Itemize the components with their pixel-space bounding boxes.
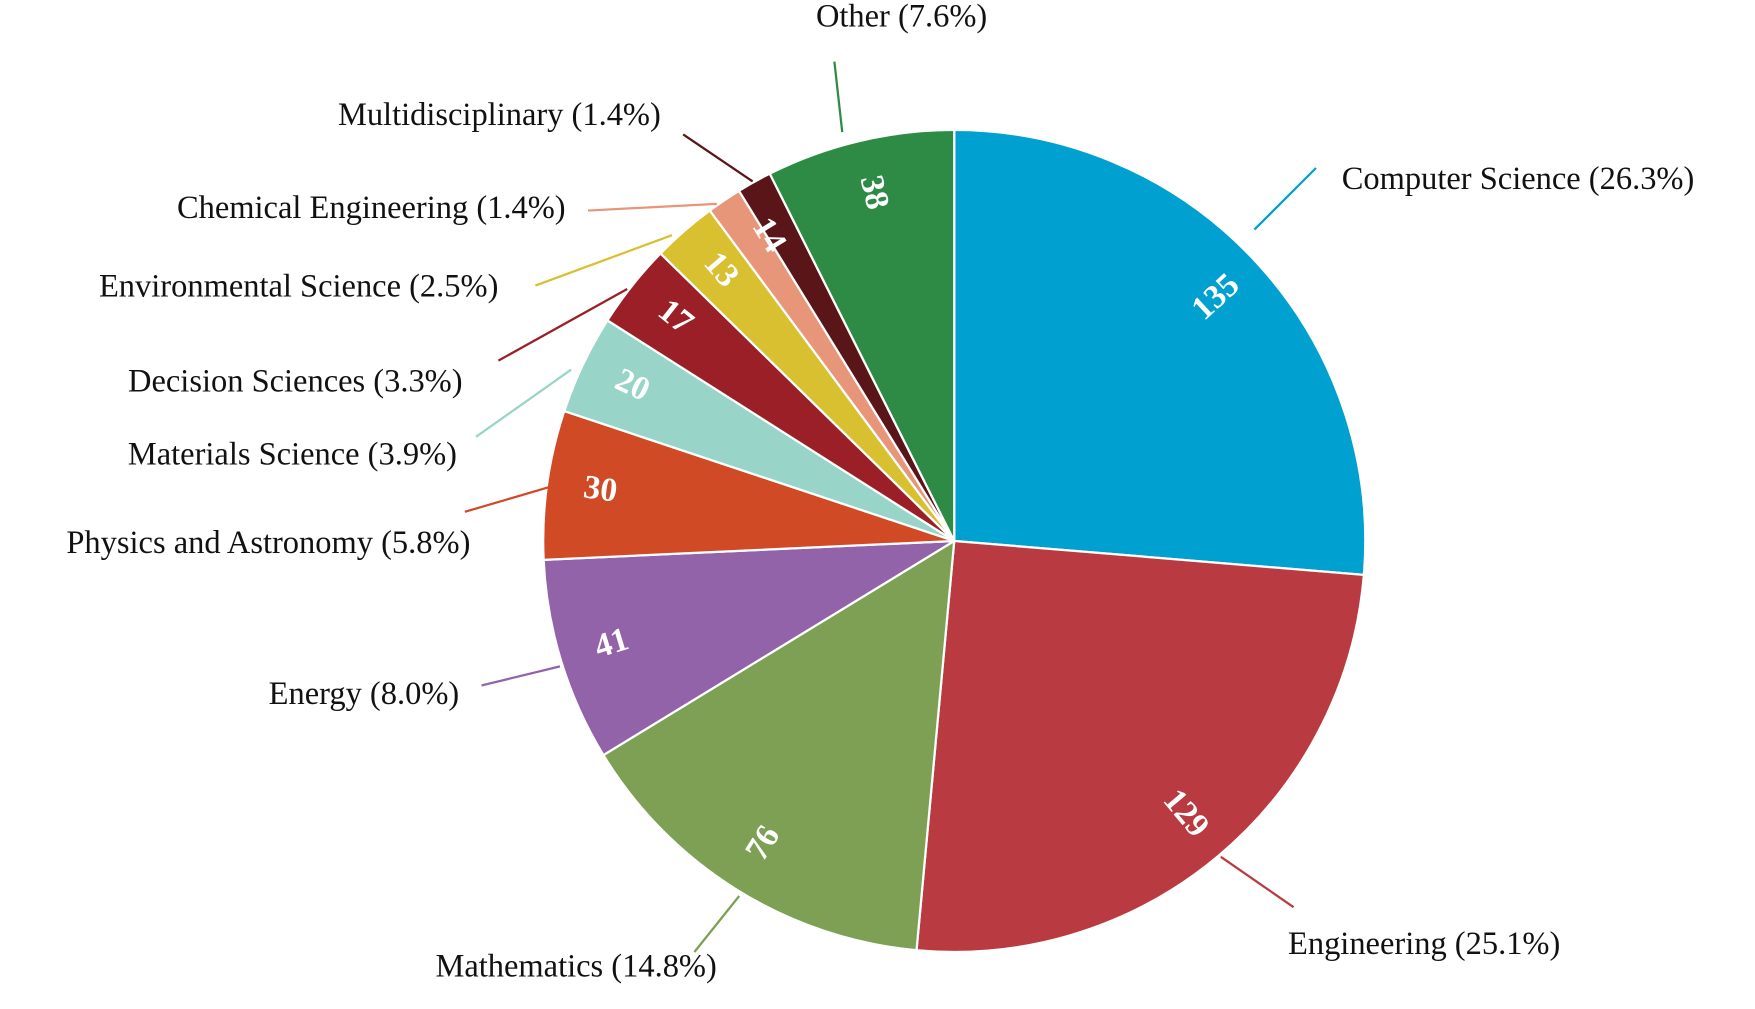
value-label: 38	[853, 172, 897, 213]
leader-line	[833, 61, 844, 133]
pie-slice	[542, 409, 955, 562]
pie-slice	[601, 538, 956, 952]
leader-line	[693, 895, 741, 953]
category-label: Engineering (25.1%)	[1288, 926, 1560, 962]
leader-line	[1220, 855, 1295, 909]
pie-slice	[542, 539, 955, 757]
leader-line	[481, 665, 561, 687]
category-label: Computer Science (26.3%)	[1342, 161, 1695, 197]
category-label: Multidisciplinary (1.4%)	[338, 97, 661, 133]
leader-line	[497, 287, 628, 362]
category-label: Environmental Science (2.5%)	[99, 268, 498, 304]
pie-slice	[915, 539, 1366, 954]
category-label: Chemical Engineering (1.4%)	[177, 190, 566, 226]
category-label: Decision Sciences (3.3%)	[128, 364, 463, 400]
leader-line	[534, 234, 673, 287]
leader-line	[587, 202, 717, 212]
leader-line	[682, 133, 754, 183]
pie-slice	[768, 128, 956, 542]
value-label: 30	[581, 468, 619, 509]
pie-slice	[953, 128, 1367, 577]
category-label: Physics and Astronomy (5.8%)	[66, 525, 470, 561]
leader-line	[1253, 167, 1317, 231]
category-label: Other (7.6%)	[816, 0, 987, 34]
category-label: Energy (8.0%)	[269, 676, 460, 712]
leader-line	[464, 486, 550, 513]
category-label: Mathematics (14.8%)	[435, 948, 716, 984]
leader-line	[475, 368, 572, 438]
category-label: Materials Science (3.9%)	[128, 436, 457, 472]
